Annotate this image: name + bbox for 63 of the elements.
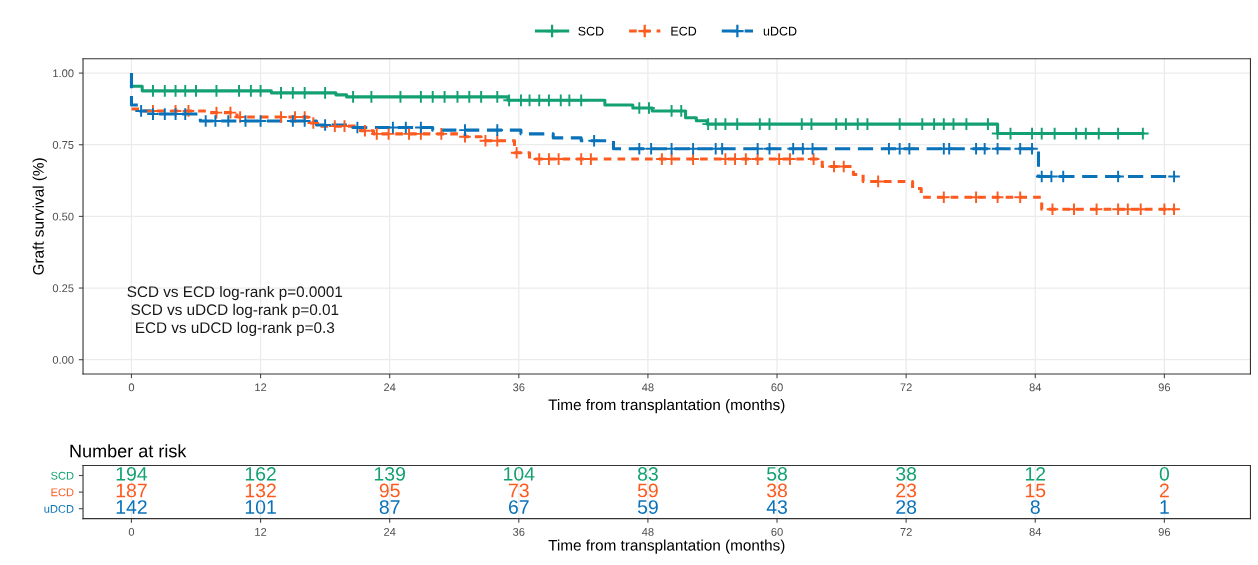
y-axis-title: Graft survival (%): [32, 158, 47, 275]
x-tick-label: 72: [900, 383, 912, 392]
x-tick-label: 36: [513, 527, 525, 536]
x-tick-label: 96: [1158, 383, 1171, 392]
annotation: ECD vs uDCD log-rank p=0.3: [136, 321, 335, 337]
y-tick-label: uDCD: [44, 504, 74, 513]
y-tick-label: 1.00: [53, 69, 74, 78]
y-tick-label: 0.50: [52, 212, 74, 221]
annotation: SCD vs ECD log-rank p=0.0001: [127, 285, 343, 301]
y-tick-label: 0.00: [52, 355, 74, 364]
data-label: 38: [896, 466, 917, 481]
y-tick-label: 0.25: [52, 284, 74, 293]
x-tick-label: 60: [771, 527, 783, 536]
data-label: 15: [1025, 483, 1046, 498]
x-tick-label: 12: [255, 383, 267, 392]
x-tick-label: 72: [900, 527, 912, 536]
data-label: 1: [1160, 500, 1169, 514]
y-tick-label: ECD: [51, 488, 74, 497]
x-tick-label: 24: [384, 527, 396, 536]
legend-label: uDCD: [763, 26, 797, 36]
x-tick-label: 60: [771, 383, 783, 392]
data-label: 87: [379, 500, 400, 514]
data-label: 8: [1030, 500, 1040, 514]
x-tick-label: 96: [1158, 527, 1171, 536]
data-label: 12: [1025, 466, 1046, 481]
data-label: 23: [896, 483, 917, 498]
data-label: 58: [766, 466, 787, 481]
x-tick-label: 12: [255, 527, 267, 536]
x-tick-label: 36: [513, 383, 525, 392]
x-tick-label: 48: [641, 527, 654, 536]
data-label: 59: [637, 500, 658, 514]
data-label: 73: [508, 483, 529, 498]
data-label: 162: [245, 466, 276, 481]
x-tick-label: 84: [1029, 527, 1042, 536]
data-label: 59: [637, 483, 658, 498]
x-tick-label: 84: [1029, 383, 1042, 392]
data-label: 83: [637, 466, 658, 481]
data-label: 2: [1159, 483, 1169, 498]
data-label: 28: [896, 500, 917, 514]
legend-label: ECD: [671, 26, 697, 36]
x-axis-title: Time from transplantation (months): [548, 539, 785, 554]
data-label: 38: [766, 483, 787, 498]
data-label: 95: [379, 483, 400, 498]
data-label: 0: [1159, 466, 1170, 481]
x-tick-label: 0: [128, 527, 135, 536]
y-tick-label: SCD: [51, 471, 74, 480]
data-label: 194: [116, 466, 148, 481]
data-label: 132: [245, 483, 276, 498]
legend-label: SCD: [578, 26, 604, 36]
x-tick-label: 24: [384, 383, 396, 392]
annotation: SCD vs uDCD log-rank p=0.01: [131, 303, 339, 319]
data-label: 104: [504, 466, 535, 481]
y-tick-label: 0.75: [52, 141, 74, 149]
data-label: 142: [116, 500, 147, 514]
x-tick-label: 48: [641, 383, 654, 392]
data-label: 101: [245, 500, 276, 514]
x-axis-title: Time from transplantation (months): [548, 398, 785, 414]
data-label: 139: [374, 466, 405, 481]
data-label: 43: [766, 500, 787, 514]
x-tick-label: 0: [128, 383, 135, 392]
data-label: 67: [508, 500, 529, 514]
chart-title: Number at risk: [70, 444, 187, 458]
data-label: 187: [116, 483, 147, 498]
